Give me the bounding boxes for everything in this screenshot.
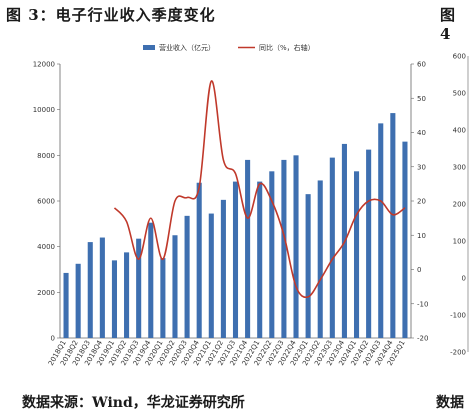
revenue-bar: [124, 252, 130, 338]
next-chart-tick-label: 100: [453, 238, 466, 246]
revenue-bar: [293, 155, 299, 338]
left-axis-tick-label: 2000: [37, 289, 55, 297]
next-chart-tick-label: 0: [462, 275, 466, 283]
right-axis-tick-label: 30: [417, 163, 426, 171]
revenue-bar: [390, 113, 396, 338]
legend-line-label: 同比（%，右轴）: [259, 43, 315, 52]
figure-title-next: 图 4: [440, 6, 456, 43]
right-axis-tick-label: -10: [417, 300, 428, 308]
right-axis-tick-label: 0: [417, 266, 421, 274]
revenue-bar: [87, 242, 93, 338]
revenue-bar: [63, 272, 69, 338]
left-axis-tick-label: 4000: [37, 243, 55, 251]
revenue-bar: [196, 182, 202, 338]
revenue-bar: [317, 180, 323, 338]
revenue-bar: [220, 199, 226, 338]
revenue-bar: [329, 157, 335, 338]
left-axis-tick-label: 10000: [33, 106, 55, 114]
next-chart-tick-label: 200: [453, 201, 466, 209]
right-axis-tick-label: 10: [417, 232, 426, 240]
revenue-bar: [136, 238, 142, 338]
next-chart-tick-label: 500: [453, 90, 466, 98]
legend-bar-swatch: [143, 45, 155, 50]
right-axis-tick-label: 20: [417, 198, 426, 206]
right-axis-tick-label: 60: [417, 61, 426, 69]
next-chart-tick-label: 400: [453, 127, 466, 135]
left-axis-tick-label: 6000: [37, 198, 55, 206]
data-source-next: 数据: [436, 395, 464, 411]
revenue-bar: [257, 181, 263, 338]
revenue-bar: [111, 260, 118, 338]
next-chart-tick-label: -200: [450, 349, 466, 357]
revenue-bar: [99, 237, 105, 338]
next-chart-tick-label: -100: [450, 312, 466, 320]
revenue-bar: [378, 123, 384, 338]
right-axis-tick-label: 40: [417, 129, 426, 137]
revenue-bar: [305, 194, 311, 338]
revenue-bar: [353, 171, 360, 338]
revenue-bar: [75, 263, 81, 338]
revenue-bar: [208, 213, 214, 338]
data-source: 数据来源：Wind，华龙证券研究所: [22, 395, 245, 411]
revenue-bar: [366, 149, 372, 338]
revenue-bar: [269, 171, 275, 338]
next-chart-tick-label: 600: [453, 53, 466, 61]
left-axis-tick-label: 8000: [37, 152, 55, 160]
right-axis-tick-label: -20: [417, 335, 428, 343]
left-axis-tick-label: 0: [51, 335, 55, 343]
revenue-bar: [184, 215, 190, 338]
right-axis-tick-label: 50: [417, 95, 426, 103]
revenue-bar: [281, 159, 287, 338]
revenue-bar: [232, 181, 239, 338]
revenue-bar: [245, 159, 251, 338]
legend-bar-label: 营业收入（亿元）: [159, 43, 215, 52]
left-axis-tick-label: 12000: [33, 61, 55, 69]
revenue-bar: [160, 258, 166, 338]
yoy-growth-line: [113, 80, 406, 299]
revenue-bar: [172, 235, 178, 338]
figure-title: 图 3：电子行业收入季度变化: [6, 6, 216, 24]
revenue-bar: [402, 141, 408, 338]
next-chart-tick-label: 300: [453, 164, 466, 172]
revenue-bar: [148, 222, 154, 338]
